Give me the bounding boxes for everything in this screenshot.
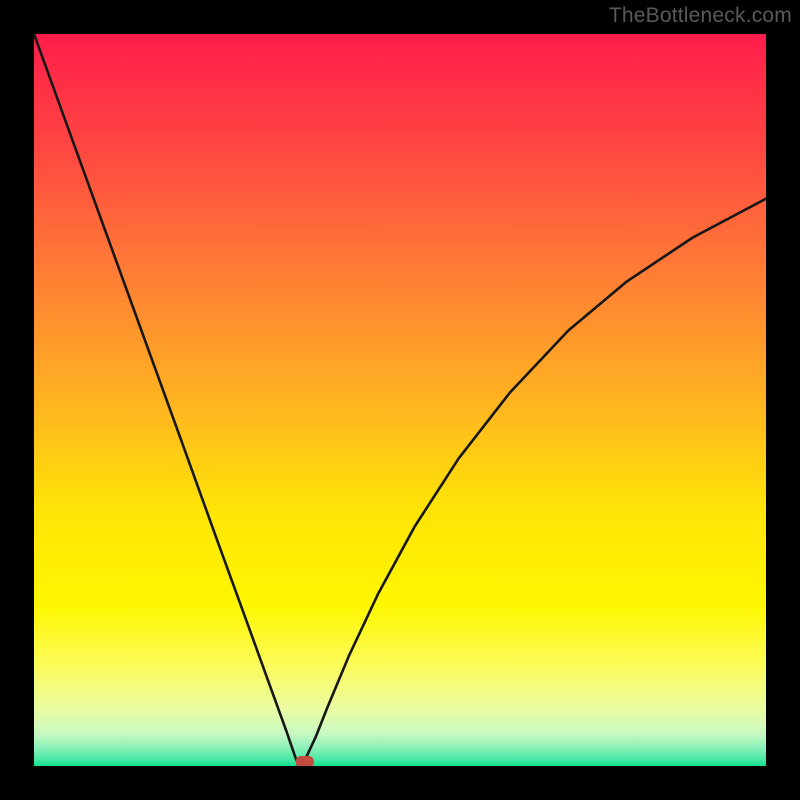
vertex-marker (296, 756, 314, 766)
chart-frame: TheBottleneck.com (0, 0, 800, 800)
plot-svg (34, 34, 766, 766)
watermark-text: TheBottleneck.com (609, 4, 792, 28)
gradient-background (34, 34, 766, 766)
plot-area (34, 34, 766, 766)
